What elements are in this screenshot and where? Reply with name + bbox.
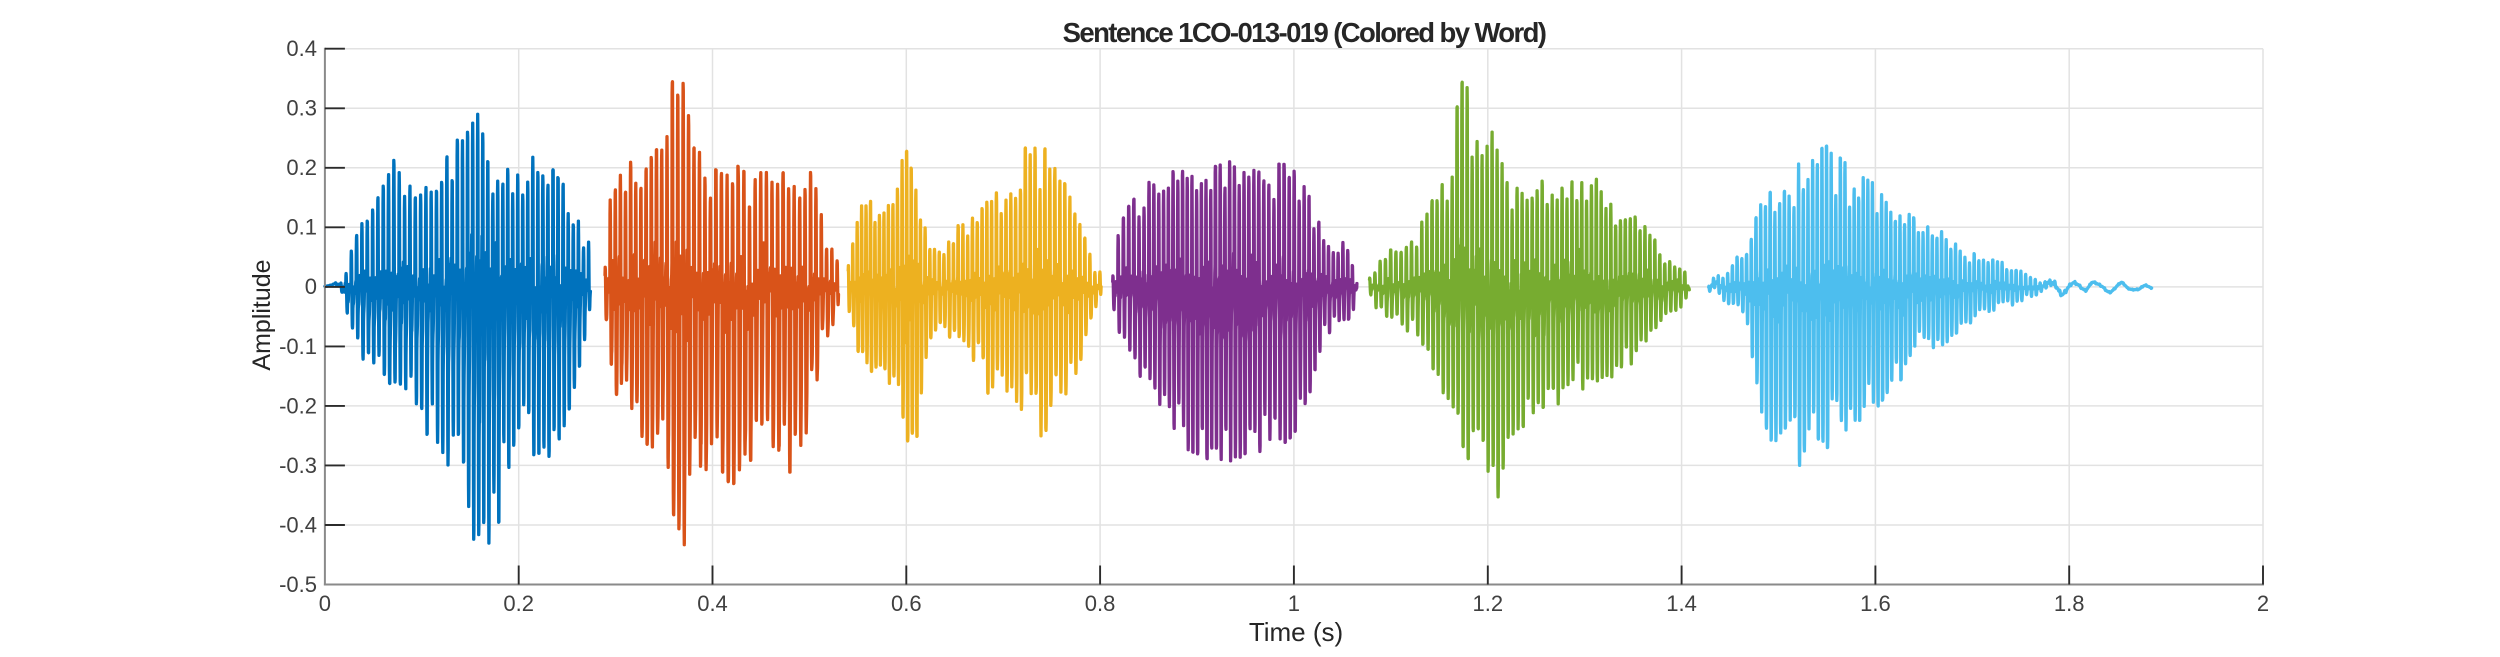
svg-text:1.2: 1.2 bbox=[1473, 591, 1504, 616]
svg-text:1.4: 1.4 bbox=[1666, 591, 1697, 616]
svg-text:0.8: 0.8 bbox=[1085, 591, 1116, 616]
svg-text:-0.5: -0.5 bbox=[279, 572, 317, 597]
svg-text:0.2: 0.2 bbox=[503, 591, 534, 616]
svg-text:0.2: 0.2 bbox=[286, 155, 317, 180]
svg-text:Time (s): Time (s) bbox=[1249, 617, 1343, 647]
svg-text:0.4: 0.4 bbox=[286, 36, 317, 61]
svg-text:2: 2 bbox=[2257, 591, 2269, 616]
svg-text:0: 0 bbox=[305, 274, 317, 299]
svg-text:-0.4: -0.4 bbox=[279, 512, 317, 537]
svg-text:1: 1 bbox=[1288, 591, 1300, 616]
svg-text:1.8: 1.8 bbox=[2054, 591, 2085, 616]
svg-text:0.4: 0.4 bbox=[697, 591, 728, 616]
svg-text:Amplitude: Amplitude bbox=[248, 259, 276, 370]
svg-text:0.1: 0.1 bbox=[286, 215, 317, 240]
svg-text:0: 0 bbox=[319, 591, 331, 616]
svg-text:1.6: 1.6 bbox=[1860, 591, 1891, 616]
svg-text:-0.1: -0.1 bbox=[279, 334, 317, 359]
svg-text:-0.3: -0.3 bbox=[279, 453, 317, 478]
svg-text:0.3: 0.3 bbox=[286, 96, 317, 121]
svg-text:0.6: 0.6 bbox=[891, 591, 922, 616]
svg-text:Sentence 1CO-013-019 (Colored: Sentence 1CO-013-019 (Colored by Word) bbox=[1063, 17, 1546, 48]
svg-text:-0.2: -0.2 bbox=[279, 393, 317, 418]
